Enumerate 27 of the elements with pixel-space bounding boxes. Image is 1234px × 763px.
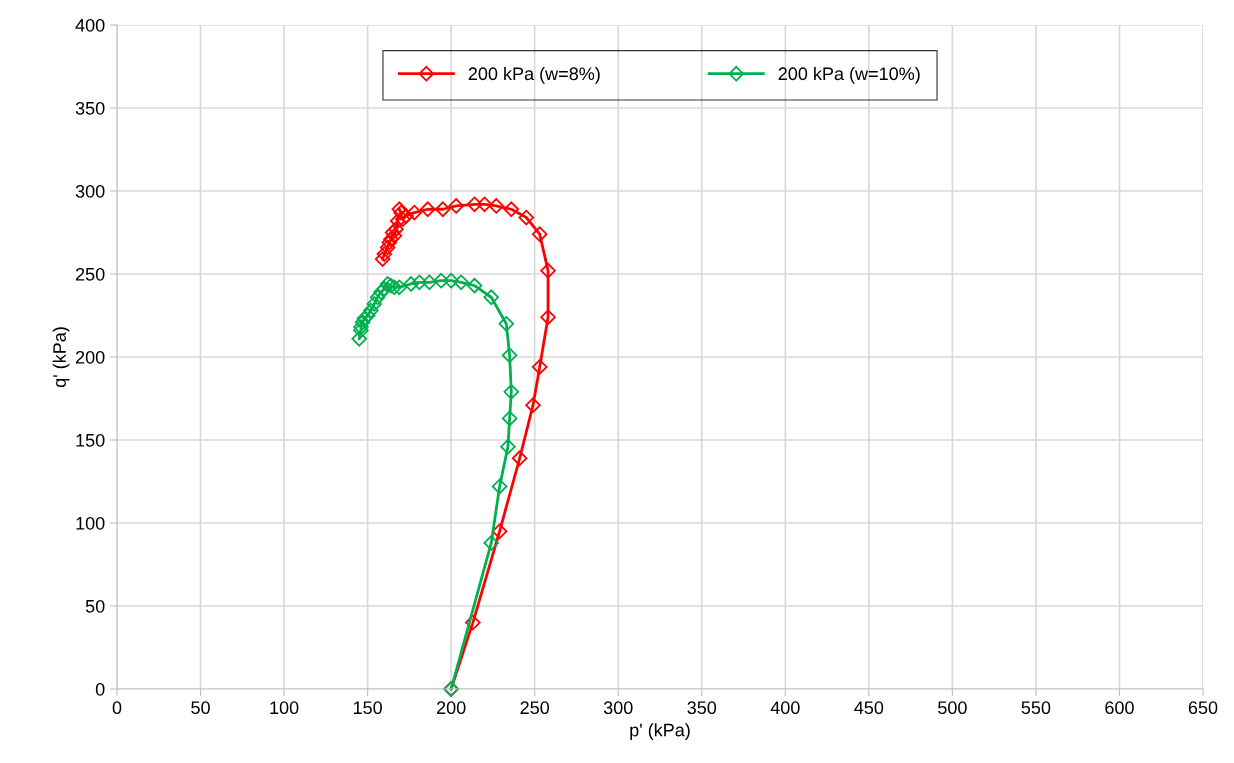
x-tick-label: 50 xyxy=(191,701,210,715)
y-tick-label: 0 xyxy=(95,682,105,696)
x-tick-label: 600 xyxy=(1105,701,1134,715)
y-axis-title: q' (kPa) xyxy=(52,327,70,388)
legend-label: 200 kPa (w=8%) xyxy=(468,66,600,84)
y-tick-label: 100 xyxy=(76,516,105,530)
x-tick-label: 150 xyxy=(353,701,382,715)
x-tick-label: 450 xyxy=(854,701,884,715)
y-tick-label: 200 xyxy=(75,350,105,364)
x-axis-title: p' (kPa) xyxy=(630,723,690,741)
legend-label: 200 kPa (w=10%) xyxy=(778,66,920,84)
x-tick-label: 400 xyxy=(770,701,800,715)
y-tick-label: 300 xyxy=(75,184,105,198)
x-tick-label: 250 xyxy=(520,701,550,715)
x-tick-label: 300 xyxy=(603,701,633,715)
y-tick-label: 250 xyxy=(75,267,105,281)
y-tick-label: 150 xyxy=(76,433,105,447)
x-tick-label: 200 xyxy=(437,701,466,715)
y-tick-label: 400 xyxy=(75,18,105,32)
x-tick-label: 350 xyxy=(687,701,717,715)
y-tick-label: 50 xyxy=(85,599,105,613)
x-tick-label: 100 xyxy=(270,701,299,715)
x-tick-label: 500 xyxy=(938,701,967,715)
x-tick-label: 550 xyxy=(1021,701,1051,715)
x-tick-label: 650 xyxy=(1188,701,1218,715)
y-tick-label: 350 xyxy=(75,101,105,115)
x-tick-label: 0 xyxy=(112,701,122,715)
